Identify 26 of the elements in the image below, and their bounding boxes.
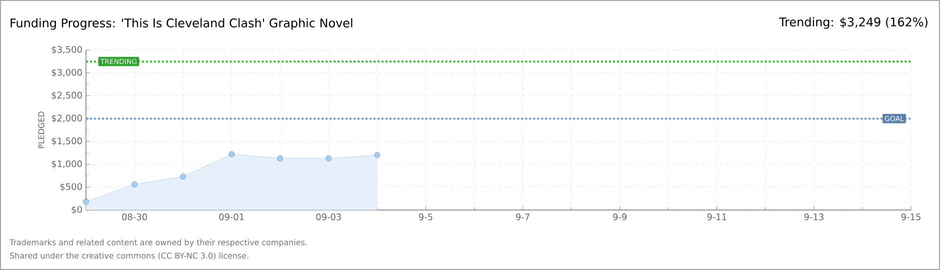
- point: [374, 152, 380, 158]
- chart-title: Funding Progress: 'This Is Cleveland Clash' Graphic Novel: [10, 18, 352, 30]
- x-tick-label: 9-5: [418, 214, 432, 220]
- x-tick-label: 9-9: [613, 214, 627, 220]
- x-tick-label: 9-11: [707, 214, 726, 220]
- y-tick-label: $2,000: [52, 114, 82, 123]
- point: [326, 155, 332, 162]
- y-tick-label: $3,000: [52, 68, 82, 77]
- y-tick-label: $500: [60, 183, 82, 192]
- point: [132, 181, 138, 188]
- x-tick-label: 09-01: [219, 214, 244, 220]
- y-tick-label: $2,500: [52, 92, 82, 100]
- y-tick-label: $3,500: [52, 46, 82, 54]
- y-tick-label: $0: [72, 206, 82, 214]
- point: [228, 151, 235, 158]
- point: [83, 198, 89, 205]
- x-tick-label: 9-7: [516, 214, 530, 220]
- point: [180, 174, 186, 180]
- x-tick-label: 9-15: [901, 214, 920, 220]
- text: Trending: $3,249 (162%): [779, 17, 928, 29]
- x-tick-label: 09-03: [316, 214, 341, 220]
- x-tick-label: 9-13: [804, 214, 824, 220]
- x-tick-label: 08-30: [122, 214, 147, 220]
- point: [277, 155, 284, 162]
- y-tick-label: $1,500: [52, 137, 82, 146]
- y-tick-label: $1,000: [52, 160, 82, 168]
